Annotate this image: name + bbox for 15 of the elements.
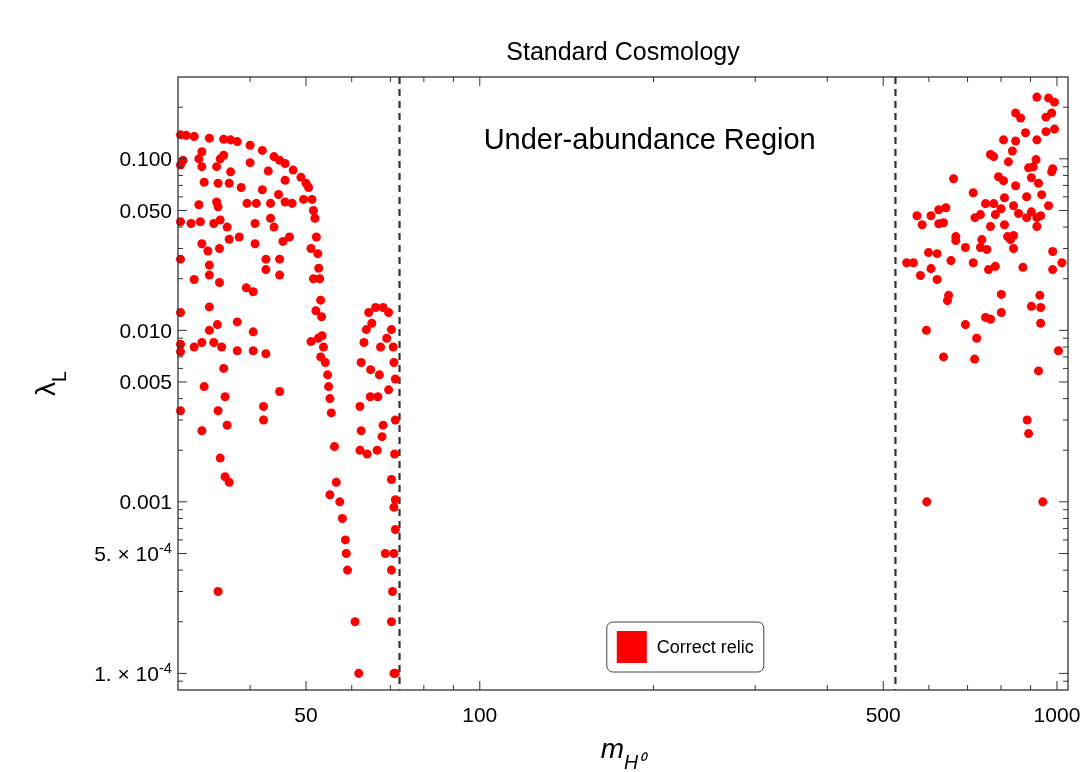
y-tick-label: 0.010 (119, 318, 172, 342)
x-tick-label: 1000 (1033, 703, 1080, 726)
x-axis-title: m$_{H⁰}$ (600, 733, 650, 772)
x-tick-label: 500 (865, 703, 901, 726)
annotation: Under-abundance Region (483, 123, 816, 155)
x-tick-label: 50 (294, 703, 318, 726)
y-tick-label: 5. × 10$^{-4}$ (94, 539, 172, 565)
y-tick-label: 1. × 10$^{-4}$ (94, 659, 172, 685)
x-tick-label: 100 (462, 703, 498, 726)
y-tick-label: 0.001 (119, 490, 172, 514)
chart-title: Standard Cosmology (506, 37, 741, 65)
y-tick-label: 0.005 (119, 370, 172, 394)
y-tick-label: 0.100 (119, 147, 172, 171)
y-tick-label: 0.050 (119, 198, 172, 222)
legend-label: Correct relic (656, 637, 754, 657)
